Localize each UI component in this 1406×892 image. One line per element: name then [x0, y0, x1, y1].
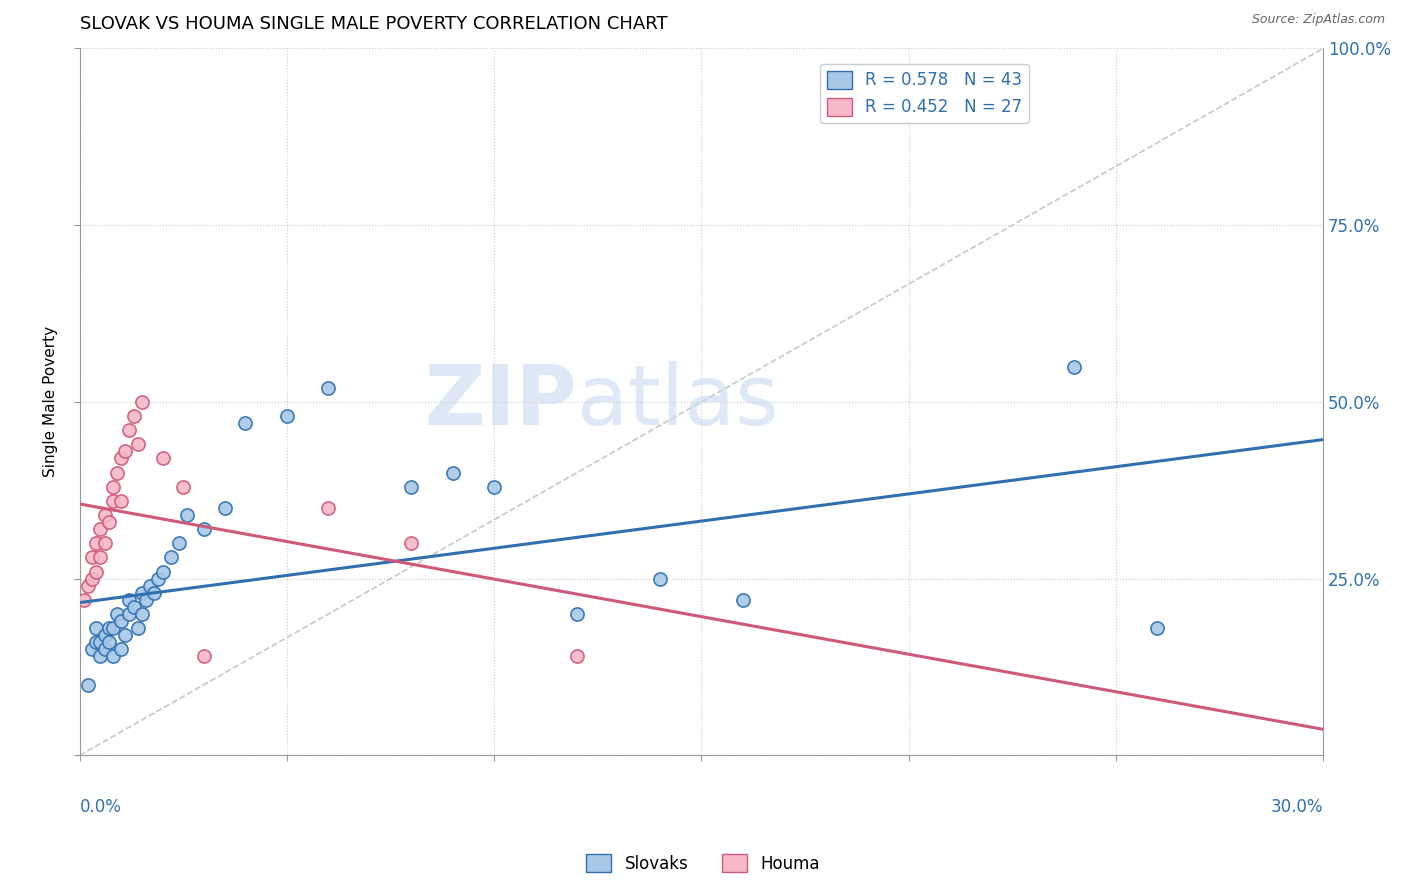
Point [101, 494, 124, 508]
Point [77, 579, 100, 593]
Point [84, 536, 107, 550]
Point [97, 621, 120, 635]
Point [731, 592, 754, 607]
Point [89, 649, 111, 664]
Point [101, 621, 124, 635]
Point [131, 586, 153, 600]
Point [482, 480, 505, 494]
Point [110, 614, 132, 628]
Point [93, 536, 115, 550]
Point [89, 635, 111, 649]
Legend: Slovaks, Houma: Slovaks, Houma [579, 847, 827, 880]
Point [84, 565, 107, 579]
Point [77, 678, 100, 692]
Point [122, 599, 145, 614]
Point [1146, 621, 1168, 635]
Point [318, 381, 340, 395]
Point [176, 508, 198, 522]
Point [276, 409, 298, 423]
Text: Source: ZipAtlas.com: Source: ZipAtlas.com [1251, 13, 1385, 27]
Point [441, 466, 464, 480]
Point [93, 508, 115, 522]
Point [80, 550, 103, 565]
Point [84, 621, 107, 635]
Point [127, 437, 149, 451]
Point [399, 480, 422, 494]
Point [105, 466, 128, 480]
Point [73, 592, 96, 607]
Point [89, 550, 111, 565]
Point [114, 444, 136, 458]
Point [318, 500, 340, 515]
Text: ZIP: ZIP [425, 361, 576, 442]
Point [80, 642, 103, 657]
Point [152, 451, 174, 466]
Point [214, 500, 236, 515]
Point [114, 628, 136, 642]
Text: atlas: atlas [576, 361, 779, 442]
Point [148, 572, 170, 586]
Point [110, 451, 132, 466]
Point [89, 522, 111, 536]
Point [139, 579, 162, 593]
Legend: R = 0.578   N = 43, R = 0.452   N = 27: R = 0.578 N = 43, R = 0.452 N = 27 [820, 64, 1029, 123]
Point [84, 635, 107, 649]
Point [80, 572, 103, 586]
Point [97, 635, 120, 649]
Text: 30.0%: 30.0% [1271, 797, 1323, 816]
Point [160, 550, 183, 565]
Point [1063, 359, 1085, 374]
Point [167, 536, 190, 550]
Point [93, 642, 115, 657]
Point [565, 607, 588, 621]
Point [118, 607, 141, 621]
Point [93, 628, 115, 642]
Point [193, 522, 215, 536]
Point [648, 572, 671, 586]
Point [143, 586, 166, 600]
Point [135, 592, 157, 607]
Point [97, 515, 120, 529]
Point [101, 480, 124, 494]
Point [235, 416, 257, 430]
Point [193, 649, 215, 664]
Point [105, 607, 128, 621]
Point [118, 423, 141, 437]
Y-axis label: Single Male Poverty: Single Male Poverty [44, 326, 58, 477]
Point [110, 494, 132, 508]
Point [172, 480, 194, 494]
Point [131, 607, 153, 621]
Point [399, 536, 422, 550]
Point [127, 621, 149, 635]
Text: 0.0%: 0.0% [80, 797, 121, 816]
Text: SLOVAK VS HOUMA SINGLE MALE POVERTY CORRELATION CHART: SLOVAK VS HOUMA SINGLE MALE POVERTY CORR… [80, 15, 668, 33]
Point [152, 565, 174, 579]
Point [131, 395, 153, 409]
Point [565, 649, 588, 664]
Point [101, 649, 124, 664]
Point [118, 592, 141, 607]
Point [122, 409, 145, 423]
Point [110, 642, 132, 657]
